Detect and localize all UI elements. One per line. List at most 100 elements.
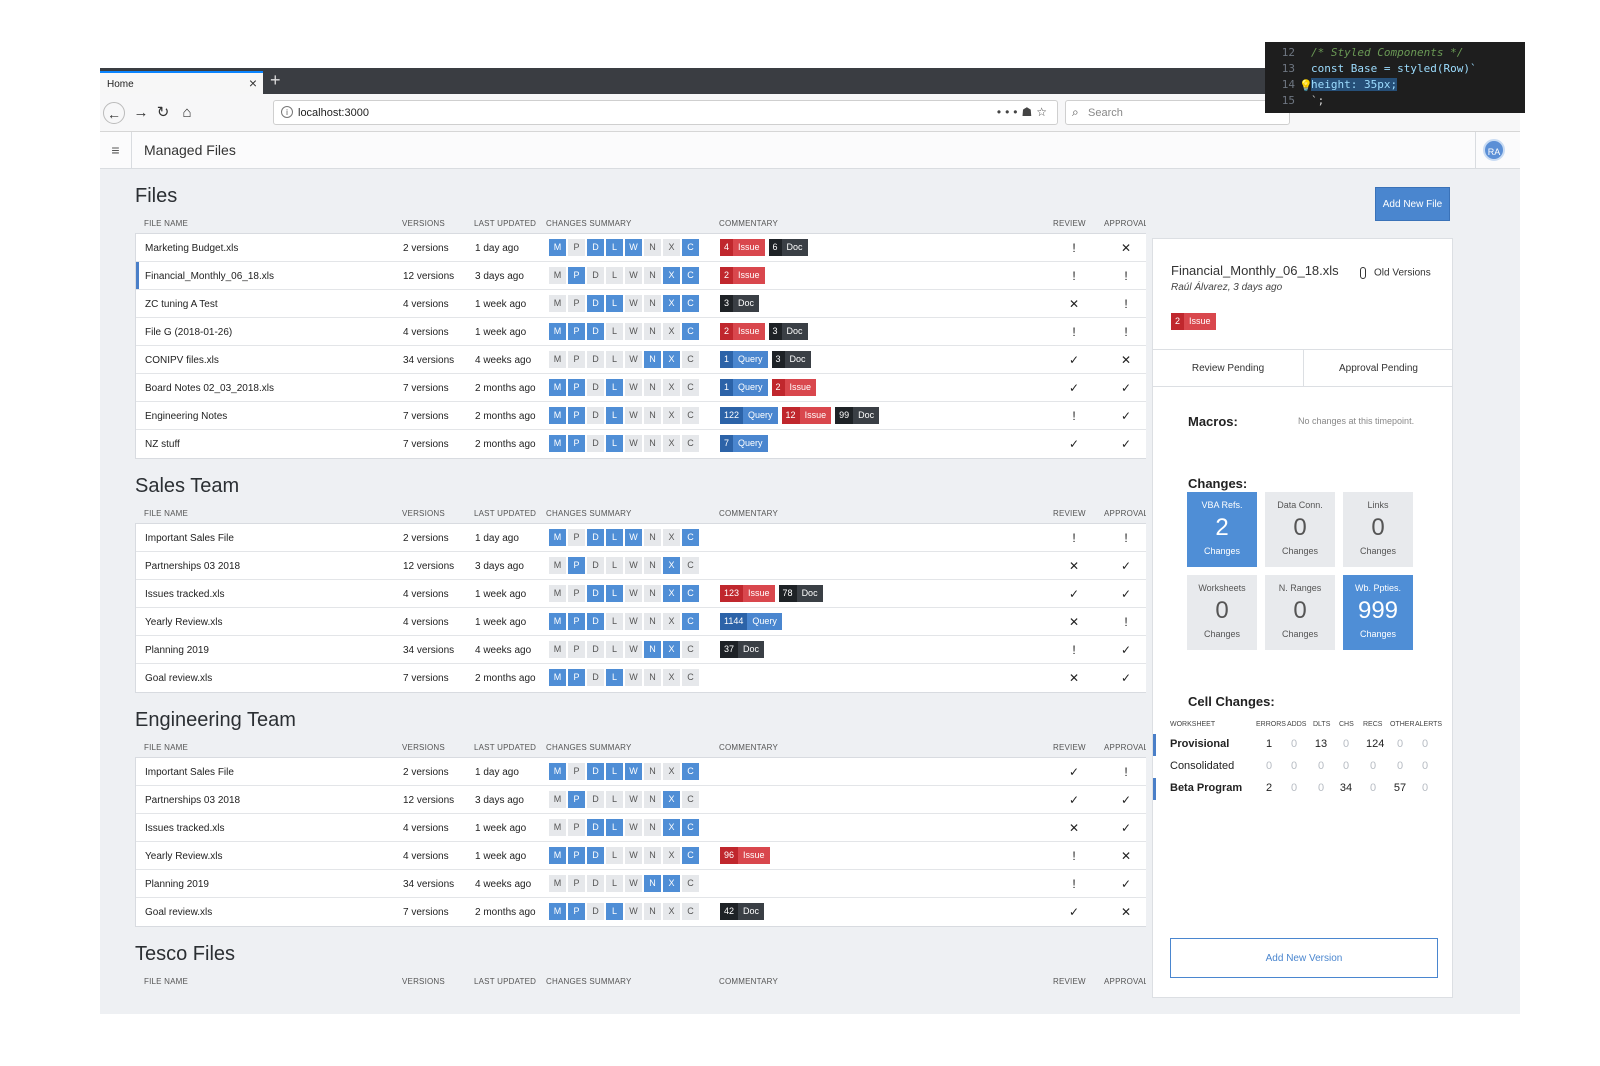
- column-header-updated[interactable]: LAST UPDATED: [474, 509, 537, 518]
- table-row[interactable]: Partnerships 03 2018 12 versions 3 days ag…: [136, 552, 1154, 580]
- doc-badge[interactable]: 99 Doc: [835, 407, 880, 424]
- review-check-icon[interactable]: ✓: [1068, 793, 1080, 807]
- file-name[interactable]: Important Sales File: [145, 767, 234, 778]
- doc-badge[interactable]: 3 Doc: [768, 323, 808, 340]
- table-row[interactable]: ZC tuning A Test 4 versions 1 week ago M P D L…: [136, 290, 1154, 318]
- file-name[interactable]: Goal review.xls: [145, 907, 213, 918]
- file-name[interactable]: Yearly Review.xls: [145, 617, 223, 628]
- file-name[interactable]: Important Sales File: [145, 533, 234, 544]
- column-header-approval[interactable]: APPROVAL: [1104, 509, 1149, 518]
- query-badge[interactable]: 1144 Query: [720, 613, 782, 630]
- doc-badge[interactable]: 3 Doc: [771, 351, 811, 368]
- column-header-name[interactable]: FILE NAME: [144, 219, 189, 228]
- add-new-file-button[interactable]: Add New File: [1375, 187, 1450, 221]
- lightbulb-icon[interactable]: 💡: [1299, 79, 1313, 92]
- reload-icon[interactable]: ↻: [156, 104, 170, 121]
- file-name[interactable]: Board Notes 02_03_2018.xls: [145, 383, 274, 394]
- browser-tab-home[interactable]: Home ×: [100, 71, 263, 94]
- approval-check-icon[interactable]: ✓: [1120, 877, 1132, 891]
- change-tile[interactable]: Wb. Ppties. 999 Changes: [1343, 575, 1413, 650]
- query-badge[interactable]: 1 Query: [720, 351, 768, 368]
- cell-change-row[interactable]: Beta Program 2 0 0 34 0 57 0: [1153, 778, 1452, 800]
- approval-cross-icon[interactable]: ✕: [1120, 849, 1132, 863]
- column-header-review[interactable]: REVIEW: [1053, 977, 1086, 986]
- approval-check-icon[interactable]: ✓: [1120, 437, 1132, 451]
- file-name[interactable]: Planning 2019: [145, 879, 209, 890]
- issue-badge[interactable]: 4 Issue: [720, 239, 765, 256]
- change-tile[interactable]: VBA Refs. 2 Changes: [1187, 492, 1257, 567]
- file-name[interactable]: Yearly Review.xls: [145, 851, 223, 862]
- new-tab-icon[interactable]: +: [270, 70, 281, 90]
- approval-warning-icon[interactable]: !: [1124, 269, 1128, 283]
- column-header-name[interactable]: FILE NAME: [144, 977, 189, 986]
- column-header-versions[interactable]: VERSIONS: [402, 219, 445, 228]
- cell-change-row[interactable]: Provisional 1 0 13 0 124 0 0: [1153, 734, 1452, 756]
- column-header-name[interactable]: FILE NAME: [144, 509, 189, 518]
- info-icon[interactable]: i: [281, 106, 293, 118]
- detail-issue-badge[interactable]: 2 Issue: [1171, 311, 1216, 330]
- doc-badge[interactable]: 3 Doc: [720, 295, 760, 312]
- page-actions-icon[interactable]: •••☗☆: [996, 105, 1051, 119]
- review-check-icon[interactable]: ✓: [1068, 587, 1080, 601]
- column-header-summary[interactable]: CHANGES SUMMARY: [546, 509, 632, 518]
- approval-check-icon[interactable]: ✓: [1120, 409, 1132, 423]
- file-name[interactable]: Marketing Budget.xls: [145, 243, 239, 254]
- file-name[interactable]: Goal review.xls: [145, 673, 213, 684]
- file-name[interactable]: Issues tracked.xls: [145, 823, 225, 834]
- approval-cross-icon[interactable]: ✕: [1120, 353, 1132, 367]
- column-header-versions[interactable]: VERSIONS: [402, 509, 445, 518]
- column-header-commentary[interactable]: COMMENTARY: [719, 219, 779, 228]
- file-name[interactable]: Partnerships 03 2018: [145, 561, 241, 572]
- change-tile[interactable]: Data Conn. 0 Changes: [1265, 492, 1335, 567]
- table-row[interactable]: Engineering Notes 7 versions 2 months ago M…: [136, 402, 1154, 430]
- review-warning-icon[interactable]: !: [1072, 409, 1076, 423]
- browser-search-input[interactable]: ⌕ Search: [1065, 100, 1290, 125]
- review-check-icon[interactable]: ✓: [1068, 765, 1080, 779]
- approval-check-icon[interactable]: ✓: [1120, 559, 1132, 573]
- table-row[interactable]: Important Sales File 2 versions 1 day ago M…: [136, 524, 1154, 552]
- approval-warning-icon[interactable]: !: [1124, 615, 1128, 629]
- column-header-summary[interactable]: CHANGES SUMMARY: [546, 977, 632, 986]
- approval-warning-icon[interactable]: !: [1124, 531, 1128, 545]
- review-warning-icon[interactable]: !: [1072, 241, 1076, 255]
- file-name[interactable]: File G (2018-01-26): [145, 327, 233, 338]
- column-header-updated[interactable]: LAST UPDATED: [474, 743, 537, 752]
- column-header-approval[interactable]: APPROVAL: [1104, 219, 1149, 228]
- table-row[interactable]: CONIPV files.xls 34 versions 4 weeks ago M P…: [136, 346, 1154, 374]
- add-new-version-button[interactable]: Add New Version: [1170, 938, 1438, 978]
- approval-warning-icon[interactable]: !: [1124, 765, 1128, 779]
- file-name[interactable]: Planning 2019: [145, 645, 209, 656]
- file-name[interactable]: Engineering Notes: [145, 411, 228, 422]
- column-header-updated[interactable]: LAST UPDATED: [474, 977, 537, 986]
- approval-check-icon[interactable]: ✓: [1120, 381, 1132, 395]
- column-header-commentary[interactable]: COMMENTARY: [719, 977, 779, 986]
- table-row[interactable]: Planning 2019 34 versions 4 weeks ago M P D L W…: [136, 870, 1154, 898]
- forward-arrow-icon[interactable]: →: [133, 104, 149, 121]
- file-name[interactable]: NZ stuff: [145, 439, 180, 450]
- table-row[interactable]: File G (2018-01-26) 4 versions 1 week ago M…: [136, 318, 1154, 346]
- url-bar[interactable]: i localhost:3000 •••☗☆: [273, 100, 1058, 125]
- approval-cross-icon[interactable]: ✕: [1120, 905, 1132, 919]
- review-check-icon[interactable]: ✓: [1068, 905, 1080, 919]
- table-row[interactable]: Financial_Monthly_06_18.xls 12 versions 3 …: [136, 262, 1154, 290]
- review-warning-icon[interactable]: !: [1072, 643, 1076, 657]
- change-tile[interactable]: Worksheets 0 Changes: [1187, 575, 1257, 650]
- file-name[interactable]: Issues tracked.xls: [145, 589, 225, 600]
- back-arrow-icon[interactable]: ←: [103, 102, 125, 124]
- review-warning-icon[interactable]: !: [1072, 325, 1076, 339]
- table-row[interactable]: Yearly Review.xls 4 versions 1 week ago M P D…: [136, 608, 1154, 636]
- review-warning-icon[interactable]: !: [1072, 877, 1076, 891]
- table-row[interactable]: Partnerships 03 2018 12 versions 3 days ag…: [136, 786, 1154, 814]
- review-warning-icon[interactable]: !: [1072, 531, 1076, 545]
- query-badge[interactable]: 1 Query: [720, 379, 768, 396]
- home-icon[interactable]: ⌂: [182, 104, 192, 121]
- query-badge[interactable]: 7 Query: [720, 435, 768, 452]
- query-badge[interactable]: 122 Query: [720, 407, 778, 424]
- column-header-versions[interactable]: VERSIONS: [402, 977, 445, 986]
- approval-cross-icon[interactable]: ✕: [1120, 241, 1132, 255]
- approval-check-icon[interactable]: ✓: [1120, 643, 1132, 657]
- column-header-name[interactable]: FILE NAME: [144, 743, 189, 752]
- column-header-commentary[interactable]: COMMENTARY: [719, 743, 779, 752]
- change-tile[interactable]: N. Ranges 0 Changes: [1265, 575, 1335, 650]
- close-tab-icon[interactable]: ×: [248, 75, 257, 91]
